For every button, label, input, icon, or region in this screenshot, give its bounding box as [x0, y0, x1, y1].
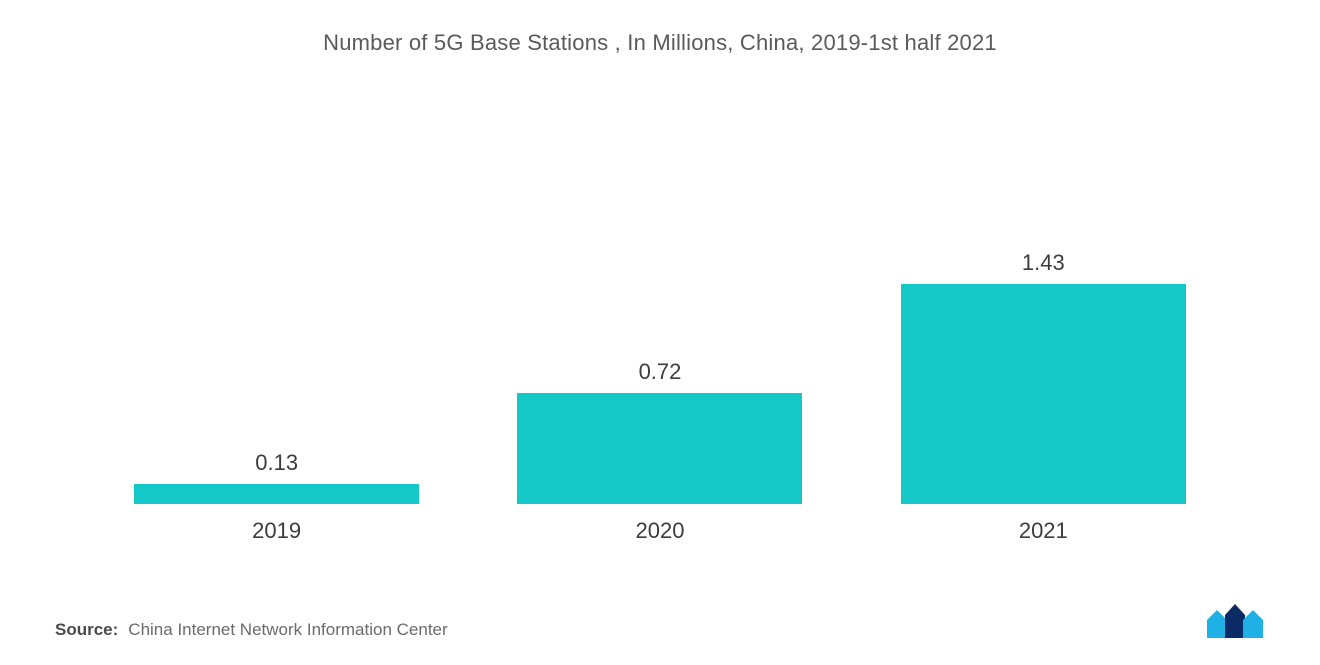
value-label: 0.72	[639, 359, 682, 385]
bar-group-2020: 0.72 2020	[487, 359, 832, 544]
mordor-logo-icon	[1205, 604, 1265, 640]
bar-2019	[134, 484, 419, 504]
bar-2021	[901, 284, 1186, 504]
chart-footer: Source: China Internet Network Informatio…	[55, 604, 1265, 640]
source-key: Source:	[55, 620, 118, 639]
bar-group-2021: 1.43 2021	[871, 250, 1216, 544]
category-label: 2021	[1019, 518, 1068, 544]
bar-2020	[517, 393, 802, 504]
source-line: Source: China Internet Network Informatio…	[55, 620, 448, 640]
plot-area: 0.13 2019 0.72 2020 1.43 2021	[55, 66, 1265, 544]
source-text: China Internet Network Information Cente…	[128, 620, 447, 639]
bar-group-2019: 0.13 2019	[104, 450, 449, 544]
chart-title: Number of 5G Base Stations , In Millions…	[55, 30, 1265, 56]
value-label: 0.13	[255, 450, 298, 476]
chart-container: Number of 5G Base Stations , In Millions…	[0, 0, 1320, 665]
category-label: 2020	[636, 518, 685, 544]
category-label: 2019	[252, 518, 301, 544]
value-label: 1.43	[1022, 250, 1065, 276]
